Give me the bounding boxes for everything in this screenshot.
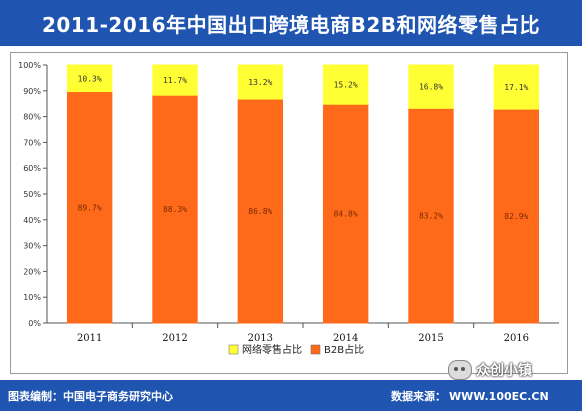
bar-retail [493,64,540,110]
data-label-b2b: 82.9% [504,212,528,221]
data-label-b2b: 86.8% [248,207,272,216]
x-tick-label: 2012 [162,333,187,344]
bar-retail [66,64,113,93]
y-tick-label: 80% [23,113,41,122]
chart-title: 2011-2016年中国出口跨境电商B2B和网络零售占比 [0,0,582,46]
data-source: 数据来源： WWW.100EC.CN [388,388,549,404]
data-source-label: 数据来源： [391,390,446,403]
bar-retail [322,64,369,105]
legend-swatch-b2b [310,344,321,355]
bar-retail [152,64,198,96]
bar-retail [408,64,454,109]
y-tick-label: 100% [18,61,41,70]
y-tick-label: 70% [23,138,41,147]
wechat-icon [448,360,472,380]
source-credit: 图表编制：中国电子商务研究中心 [8,390,173,403]
data-label-b2b: 89.7% [78,203,102,212]
legend-label-retail: 网络零售占比 [242,343,302,356]
y-tick-label: 90% [23,87,41,96]
watermark-text: 众创小镇 [476,363,532,379]
data-source-url: WWW.100EC.CN [449,390,549,403]
x-tick-label: 2013 [248,333,273,344]
data-label-b2b: 84.8% [334,210,358,219]
x-tick-label: 2011 [77,333,102,344]
chart-frame: 0% 10% 20% 30% 40% 50% 60% 70% 80% 90% 100% 89.7% 10… [10,52,568,374]
footer-bar: 图表编制：中国电子商务研究中心 数据来源： WWW.100EC.CN [0,380,582,411]
data-label-retail: 17.1% [504,83,528,92]
data-label-retail: 13.2% [248,78,272,87]
data-label-retail: 15.2% [334,81,358,90]
y-tick-label: 60% [23,164,41,173]
bar-b2b [408,107,454,324]
x-tick-label: 2014 [333,333,358,344]
data-label-b2b: 83.2% [419,212,443,221]
y-tick-label: 30% [23,242,41,251]
watermark: 众创小镇 [448,360,532,380]
stacked-bar-chart: 0% 10% 20% 30% 40% 50% 60% 70% 80% 90% 100% 89.7% 10… [18,61,559,356]
y-tick-label: 20% [23,267,41,276]
data-label-b2b: 88.3% [163,205,187,214]
legend-swatch-retail [228,344,239,355]
x-tick-label: 2015 [418,333,443,344]
y-tick-label: 10% [23,293,41,302]
legend-label-b2b: B2B占比 [324,343,364,356]
bar-retail [237,64,284,100]
data-label-retail: 16.8% [419,83,443,92]
plot-area [47,65,559,323]
bar-b2b [322,103,369,324]
y-tick-label: 50% [23,190,41,199]
y-tick-label: 40% [23,216,41,225]
bar-b2b [237,98,284,324]
x-tick-label: 2016 [504,333,529,344]
data-label-retail: 10.3% [78,74,102,83]
bar-b2b [493,108,540,324]
data-label-retail: 11.7% [163,76,187,85]
y-tick-label: 0% [28,319,41,328]
